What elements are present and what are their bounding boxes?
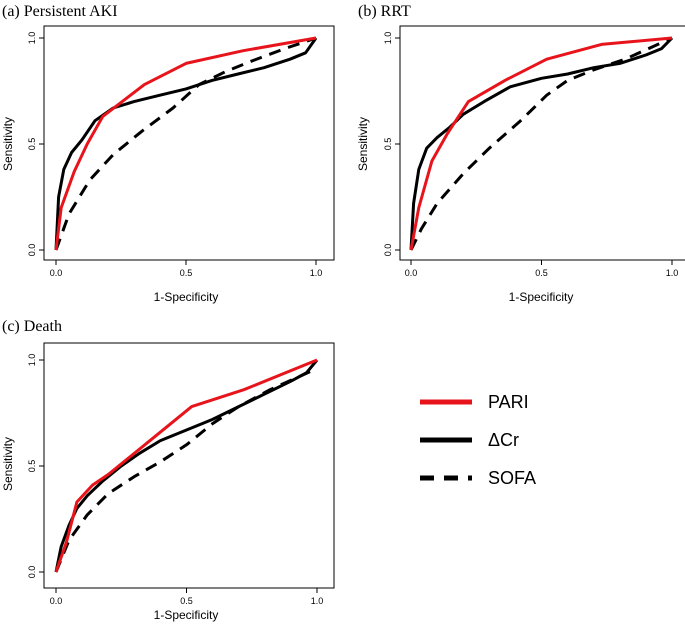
- panel-title: (c) Death: [2, 318, 62, 335]
- panel-title: (a) Persistent AKI: [2, 3, 118, 20]
- series-line-sofa: [409, 36, 673, 251]
- y-tick-label: 0.0: [383, 244, 393, 257]
- y-tick-label: 1.0: [383, 32, 393, 45]
- y-tick-label: 0.0: [27, 566, 37, 579]
- x-tick-label: 0.0: [50, 268, 63, 278]
- legend-label: ΔCr: [488, 430, 519, 450]
- y-tick-label: 0.5: [27, 460, 37, 473]
- y-tick-label: 1.0: [27, 32, 37, 45]
- roc-panel-0: (a) Persistent AKI 0.0 0.5 1.0 0.0 0.5 1.0 1-Sp…: [1, 3, 335, 304]
- y-axis-label: Sensitivity: [356, 117, 370, 171]
- x-tick-label: 1.0: [310, 268, 323, 278]
- roc-panel-2: (c) Death 0.0 0.5 1.0 0.0 0.5 1.0 1-Specificity…: [1, 318, 335, 622]
- x-tick-label: 0.5: [180, 596, 193, 606]
- x-tick-label: 0.5: [180, 268, 193, 278]
- x-tick-label: 0.0: [50, 596, 63, 606]
- series-line-sofa: [54, 367, 318, 573]
- y-tick-label: 0.0: [27, 244, 37, 257]
- legend-label: SOFA: [488, 468, 536, 488]
- series-line-sofa: [54, 36, 317, 251]
- series-line-pari: [54, 358, 318, 573]
- plot-frame: [43, 25, 335, 261]
- x-axis-label: 1-Specificity: [509, 290, 574, 304]
- x-axis-label: 1-Specificity: [154, 608, 219, 622]
- y-tick-label: 0.5: [27, 138, 37, 151]
- panel-title: (b) RRT: [358, 3, 411, 20]
- series-line-cr: [409, 36, 674, 251]
- y-axis-label: Sensitivity: [1, 117, 15, 171]
- x-tick-label: 0.5: [535, 268, 548, 278]
- series-line-pari: [54, 36, 317, 251]
- y-tick-label: 1.0: [27, 354, 37, 367]
- y-tick-label: 0.5: [383, 138, 393, 151]
- x-tick-label: 1.0: [311, 596, 324, 606]
- series-line-pari: [409, 36, 673, 251]
- legend-label: PARI: [488, 392, 529, 412]
- y-axis-label: Sensitivity: [1, 437, 15, 491]
- plot-frame: [399, 25, 685, 261]
- x-tick-label: 1.0: [666, 268, 679, 278]
- series-line-cr: [54, 359, 319, 573]
- series-line-cr: [54, 37, 318, 251]
- x-axis-label: 1-Specificity: [154, 290, 219, 304]
- roc-panel-1: (b) RRT 0.0 0.5 1.0 0.0 0.5 1.0 1-Specificity Se…: [356, 3, 685, 304]
- x-tick-label: 0.0: [405, 268, 418, 278]
- legend: PARI ΔCr SOFA: [420, 392, 536, 488]
